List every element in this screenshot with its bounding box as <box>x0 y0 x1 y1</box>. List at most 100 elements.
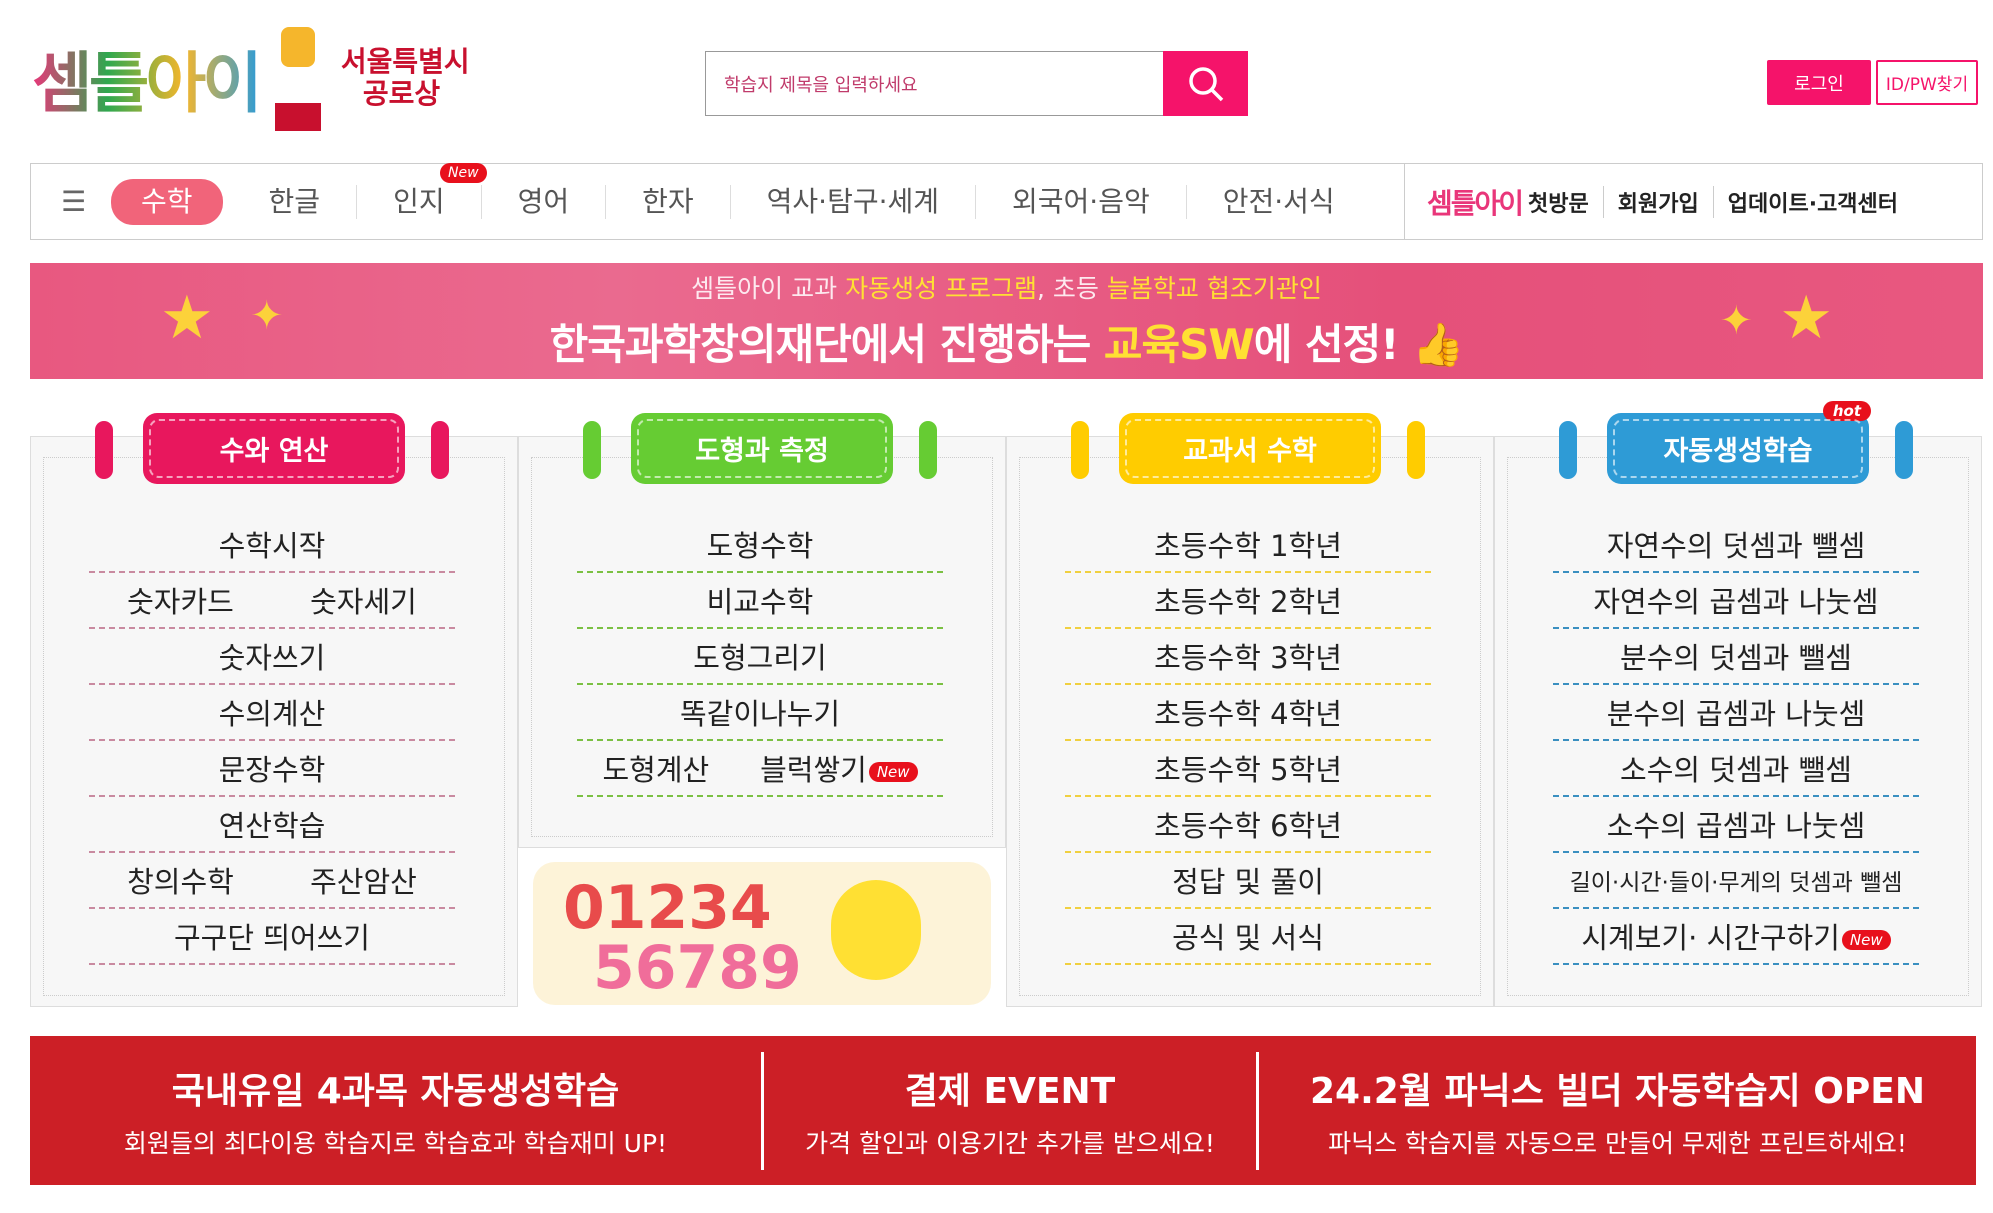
main-nav: ☰ 수학 한글 인지 New 영어 한자 역사·탐구·세계 외국어·음악 안전·서… <box>30 162 1983 240</box>
worksheet-link[interactable]: 도형그리기 <box>693 641 827 675</box>
nav-item-hangul[interactable]: 한글 <box>233 184 358 219</box>
category-row: 초등수학 3학년 <box>1065 629 1431 685</box>
star-icon: ★ <box>1779 283 1833 353</box>
category-row: 길이·시간·들이·무게의 덧셈과 뺄셈 <box>1553 853 1919 909</box>
promo-payment-event[interactable]: 결제 EVENT 가격 할인과 이용기간 추가를 받으세요! <box>764 1051 1259 1170</box>
worksheet-link[interactable]: 정답 및 풀이 <box>1172 865 1324 899</box>
signup-link[interactable]: 회원가입 <box>1604 185 1714 218</box>
banner-line2: 한국과학창의재단에서 진행하는 교육SW에 선정! 👍 <box>549 320 1465 369</box>
category-row: 초등수학 4학년 <box>1065 685 1431 741</box>
promo-phonics[interactable]: 24.2월 파닉스 빌더 자동학습지 OPEN 파닉스 학습지를 자동으로 만들어… <box>1310 1070 1925 1158</box>
category-row: 구구단 띄어쓰기 <box>89 909 455 965</box>
category-row: 도형수학 <box>577 517 943 573</box>
worksheet-link[interactable]: 소수의 덧셈과 뺄셈 <box>1620 753 1852 787</box>
award-text: 서울특별시 공로상 <box>340 44 470 110</box>
worksheet-link[interactable]: 숫자쓰기 <box>218 641 326 675</box>
search-input[interactable]: 학습지 제목을 입력하세요 <box>705 51 1163 116</box>
bottom-promo-bar: 국내유일 4과목 자동생성학습 회원들의 최다이용 학습지로 학습효과 학습재미 … <box>30 1036 1976 1185</box>
worksheet-link[interactable]: 초등수학 4학년 <box>1154 697 1342 731</box>
worksheet-link[interactable]: 숫자카드 <box>127 585 234 619</box>
promo-auto-learning[interactable]: 국내유일 4과목 자동생성학습 회원들의 최다이용 학습지로 학습효과 학습재미 … <box>30 1051 764 1170</box>
worksheet-link[interactable]: 비교수학 <box>706 585 814 619</box>
category-title[interactable]: 수와 연산 <box>143 413 405 484</box>
worksheet-link[interactable]: 공식 및 서식 <box>1172 921 1324 955</box>
category-row: 숫자쓰기 <box>89 629 455 685</box>
new-badge: New <box>1841 930 1891 950</box>
promo-banner[interactable]: ★ ✦ ★ ✦ 셈틀아이 교과 자동생성 프로그램, 초등 늘봄학교 협조기관인… <box>30 263 1983 379</box>
category-row: 문장수학 <box>89 741 455 797</box>
pin-icon <box>1071 421 1089 479</box>
category-row: 숫자카드 숫자세기 <box>89 573 455 629</box>
nav-item-cognition[interactable]: 인지 New <box>357 162 487 219</box>
banner-line1: 셈틀아이 교과 자동생성 프로그램, 초등 늘봄학교 협조기관인 <box>691 274 1322 303</box>
nav-item-history[interactable]: 역사·탐구·세계 <box>731 184 977 219</box>
mini-logo: 셈틀아이 <box>1427 186 1524 220</box>
nav-item-math[interactable]: 수학 <box>111 178 223 225</box>
nav-item-safety[interactable]: 안전·서식 <box>1222 184 1335 218</box>
category-row: 정답 및 풀이 <box>1065 853 1431 909</box>
search-button[interactable] <box>1163 51 1248 116</box>
pin-icon <box>583 421 601 479</box>
category-title[interactable]: 도형과 측정 <box>631 413 893 484</box>
worksheet-link[interactable]: 소수의 곱셈과 나눗셈 <box>1606 809 1866 843</box>
worksheet-link[interactable]: 시계보기· 시간구하기 New <box>1581 915 1891 957</box>
pin-icon <box>95 421 113 479</box>
mascot-icon <box>831 880 921 980</box>
worksheet-link[interactable]: 초등수학 2학년 <box>1154 585 1342 619</box>
thumbs-up-icon: 👍 <box>1412 320 1464 369</box>
worksheet-link[interactable]: 연산학습 <box>218 809 326 843</box>
category-row: 소수의 곱셈과 나눗셈 <box>1553 797 1919 853</box>
worksheet-link[interactable]: 초등수학 3학년 <box>1154 641 1342 675</box>
category-row: 분수의 곱셈과 나눗셈 <box>1553 685 1919 741</box>
find-id-pw-button[interactable]: ID/PW찾기 <box>1876 60 1978 105</box>
worksheet-link[interactable]: 창의수학 <box>127 865 234 899</box>
worksheet-link[interactable]: 숫자세기 <box>310 585 417 619</box>
site-logo[interactable]: 셈틀아이 서울특별시 공로상 <box>32 20 522 135</box>
worksheet-link[interactable]: 자연수의 덧셈과 뺄셈 <box>1606 529 1866 563</box>
worksheet-link[interactable]: 수의계산 <box>218 697 326 731</box>
category-row: 초등수학 5학년 <box>1065 741 1431 797</box>
nav-item-hanja[interactable]: 한자 <box>606 184 731 219</box>
worksheet-link[interactable]: 분수의 곱셈과 나눗셈 <box>1606 697 1866 731</box>
pin-icon <box>1407 421 1425 479</box>
nav-label: 인지 <box>393 184 445 218</box>
worksheet-link[interactable]: 문장수학 <box>218 753 326 787</box>
worksheet-link[interactable]: 블럭쌓기 New <box>760 747 918 789</box>
category-row: 수의계산 <box>89 685 455 741</box>
worksheet-link[interactable]: 초등수학 6학년 <box>1154 809 1342 843</box>
trophy-icon <box>273 23 323 133</box>
category-row: 수학시작 <box>89 517 455 573</box>
category-row: 비교수학 <box>577 573 943 629</box>
nav-item-english[interactable]: 영어 <box>482 184 607 219</box>
category-title[interactable]: 교과서 수학 <box>1119 413 1381 484</box>
category-row: 자연수의 덧셈과 뺄셈 <box>1553 517 1919 573</box>
worksheet-link[interactable]: 자연수의 곱셈과 나눗셈 <box>1593 585 1879 619</box>
menu-icon[interactable]: ☰ <box>61 185 87 218</box>
update-support-link[interactable]: 업데이트·고객센터 <box>1727 191 1899 217</box>
category-row: 도형그리기 <box>577 629 943 685</box>
pin-icon <box>1895 421 1913 479</box>
worksheet-link[interactable]: 똑같이나누기 <box>679 697 841 731</box>
nav-item-language-music[interactable]: 외국어·음악 <box>976 184 1187 219</box>
worksheet-link[interactable]: 초등수학 1학년 <box>1154 529 1342 563</box>
worksheet-link[interactable]: 구구단 띄어쓰기 <box>174 921 370 955</box>
worksheet-link[interactable]: 분수의 덧셈과 뺄셈 <box>1620 641 1852 675</box>
pin-icon <box>431 421 449 479</box>
category-row: 초등수학 2학년 <box>1065 573 1431 629</box>
worksheet-link[interactable]: 수학시작 <box>218 529 326 563</box>
first-visit-link[interactable]: 첫방문 <box>1526 185 1604 218</box>
category-row: 공식 및 서식 <box>1065 909 1431 965</box>
logo-text: 셈틀아이 <box>32 30 263 126</box>
category-title[interactable]: 자동생성학습 hot <box>1607 401 1871 484</box>
login-button[interactable]: 로그인 <box>1767 60 1871 105</box>
pin-icon <box>919 421 937 479</box>
worksheet-link[interactable]: 주산암산 <box>310 865 417 899</box>
worksheet-link[interactable]: 도형수학 <box>706 529 814 563</box>
worksheet-link[interactable]: 길이·시간·들이·무게의 덧셈과 뺄셈 <box>1569 870 1903 896</box>
worksheet-link[interactable]: 도형계산 <box>602 753 710 787</box>
worksheet-link[interactable]: 초등수학 5학년 <box>1154 753 1342 787</box>
